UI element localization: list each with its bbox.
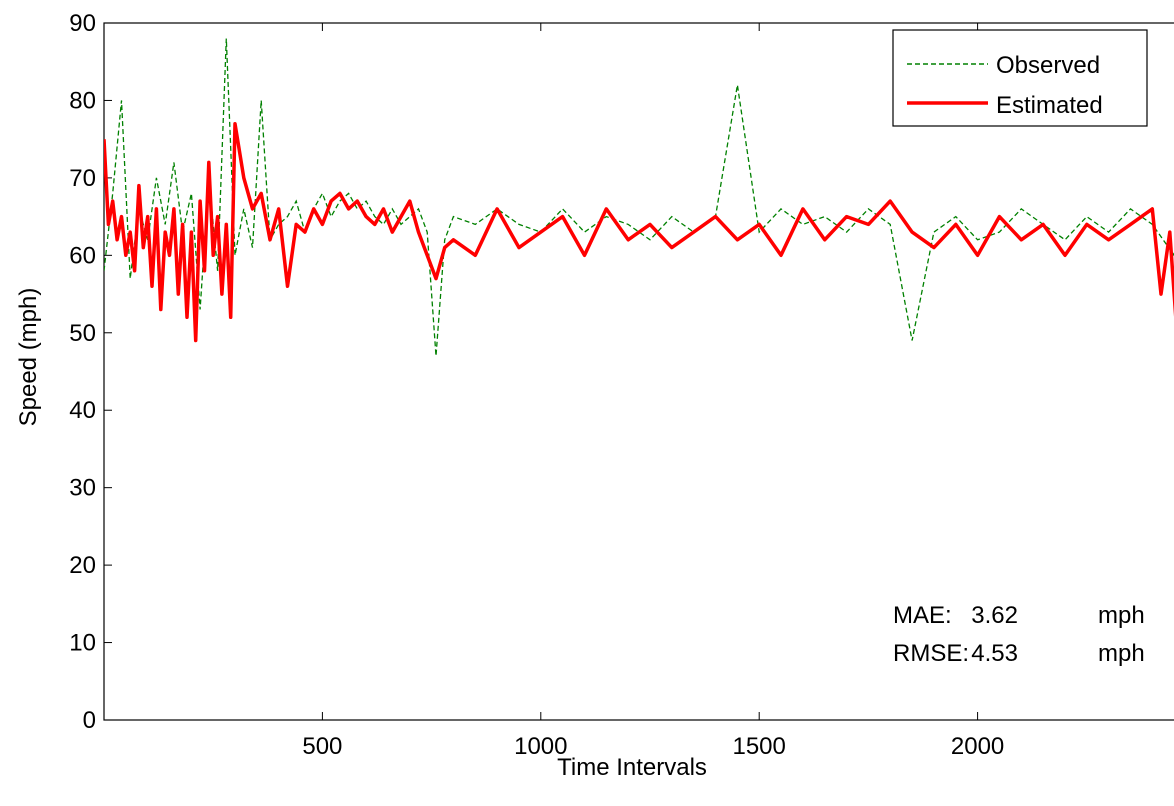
series-layer	[104, 38, 1174, 357]
legend-label-observed: Observed	[996, 52, 1100, 79]
y-axis-label: Speed (mph)	[15, 288, 42, 427]
rmse-unit: mph	[1098, 640, 1145, 667]
mae-label: MAE:	[893, 602, 952, 629]
mae-value: 3.62	[971, 602, 1018, 629]
x-axis-label: Time Intervals	[557, 754, 707, 781]
x-tick-label: 1500	[732, 733, 785, 760]
error-metrics: MAE: 3.62 mph RMSE: 4.53 mph	[893, 602, 1145, 667]
series-group	[104, 38, 1174, 357]
y-axis-ticks: 0 10 20 30 40 50 60 70 80 90	[69, 10, 112, 734]
legend: Observed Estimated	[892, 29, 1148, 127]
rmse-label: RMSE:	[893, 640, 969, 667]
legend-box	[892, 29, 1148, 127]
y-tick-label: 50	[69, 320, 96, 347]
rmse-value: 4.53	[971, 640, 1018, 667]
y-tick-label: 30	[69, 475, 96, 502]
x-tick-label: 500	[302, 733, 342, 760]
series-line-estimated	[104, 121, 1174, 343]
y-tick-label: 70	[69, 165, 96, 192]
plot-area	[103, 22, 1174, 721]
x-axis-ticks: 500 1000 1500 2000	[302, 23, 1004, 760]
y-tick-label: 0	[83, 707, 96, 734]
y-tick-label: 40	[69, 397, 96, 424]
y-tick-label: 20	[69, 552, 96, 579]
x-tick-label: 1000	[514, 733, 567, 760]
y-tick-label: 90	[69, 10, 96, 37]
y-tick-label: 60	[69, 242, 96, 269]
y-tick-label: 10	[69, 630, 96, 657]
legend-label-estimated: Estimated	[996, 92, 1103, 119]
y-tick-label: 80	[69, 87, 96, 114]
series-line-observed	[104, 38, 1174, 357]
mae-unit: mph	[1098, 602, 1145, 629]
x-tick-label: 2000	[951, 733, 1004, 760]
